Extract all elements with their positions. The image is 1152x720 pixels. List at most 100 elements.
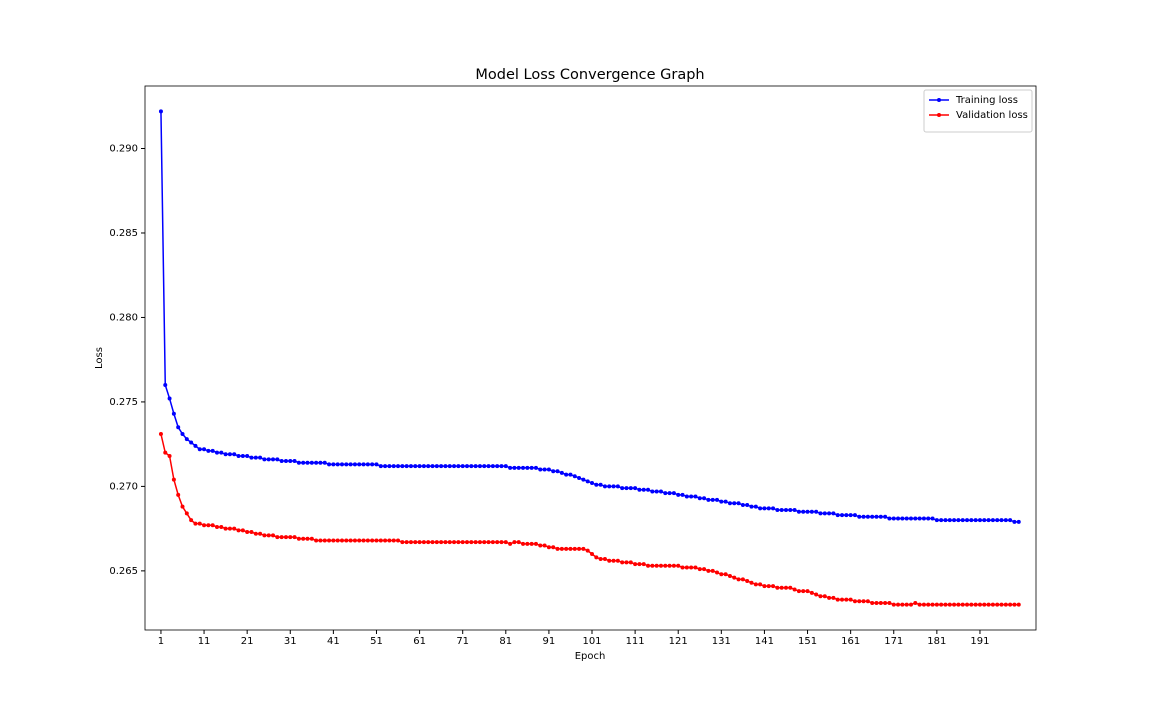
data-point — [529, 465, 534, 470]
data-point — [727, 573, 732, 578]
data-point — [439, 464, 444, 469]
data-point — [288, 535, 293, 540]
y-tick-label: 0.275 — [109, 397, 138, 408]
data-point — [180, 504, 185, 509]
data-point — [848, 597, 853, 602]
data-point — [633, 486, 638, 491]
data-point — [486, 540, 491, 545]
data-point — [404, 540, 409, 545]
data-point — [551, 469, 556, 474]
data-point — [499, 540, 504, 545]
data-point — [361, 462, 366, 467]
data-point — [865, 599, 870, 604]
data-point — [680, 492, 685, 497]
data-point — [753, 582, 758, 587]
data-point — [327, 462, 332, 467]
data-point — [202, 523, 207, 528]
data-point — [400, 464, 405, 469]
data-point — [206, 448, 211, 453]
data-point — [870, 600, 875, 605]
legend-marker — [937, 113, 941, 117]
data-point — [965, 518, 970, 523]
data-point — [749, 504, 754, 509]
data-point — [628, 486, 633, 491]
data-point — [697, 567, 702, 572]
data-point — [210, 523, 215, 528]
data-point — [352, 538, 357, 543]
data-point — [391, 538, 396, 543]
data-point — [456, 464, 461, 469]
data-point — [396, 538, 401, 543]
data-point — [646, 487, 651, 492]
data-point — [771, 506, 776, 511]
data-point — [430, 540, 435, 545]
data-point — [766, 584, 771, 589]
data-point — [443, 540, 448, 545]
data-point — [279, 535, 284, 540]
data-point — [318, 460, 323, 465]
data-point — [568, 546, 573, 551]
data-point — [292, 459, 297, 464]
x-tick-label: 171 — [884, 636, 903, 647]
data-point — [331, 462, 336, 467]
data-point — [577, 546, 582, 551]
data-point — [426, 464, 431, 469]
data-point — [516, 540, 521, 545]
data-point — [792, 508, 797, 513]
data-point — [538, 543, 543, 548]
data-point — [947, 518, 952, 523]
data-point — [641, 487, 646, 492]
data-point — [508, 465, 513, 470]
data-point — [417, 540, 422, 545]
data-point — [564, 472, 569, 477]
data-point — [930, 602, 935, 607]
data-point — [232, 526, 237, 531]
data-point — [417, 464, 422, 469]
data-point — [749, 580, 754, 585]
data-point — [883, 514, 888, 519]
data-point — [671, 563, 676, 568]
data-point — [176, 425, 181, 430]
data-point — [202, 447, 207, 452]
data-point — [197, 521, 202, 526]
data-point — [719, 499, 724, 504]
data-point — [206, 523, 211, 528]
data-point — [762, 584, 767, 589]
x-tick-label: 51 — [370, 636, 383, 647]
data-point — [779, 585, 784, 590]
data-point — [896, 516, 901, 521]
data-point — [908, 516, 913, 521]
data-point — [1012, 602, 1017, 607]
data-point — [538, 467, 543, 472]
data-point — [982, 518, 987, 523]
data-point — [934, 602, 939, 607]
y-axis-label: Loss — [94, 347, 105, 369]
x-tick-label: 141 — [755, 636, 774, 647]
data-point — [210, 448, 215, 453]
data-point — [702, 567, 707, 572]
data-point — [693, 565, 698, 570]
data-point — [249, 530, 254, 535]
data-point — [874, 514, 879, 519]
data-point — [503, 464, 508, 469]
data-point — [585, 548, 590, 553]
data-point — [262, 457, 267, 462]
data-point — [296, 536, 301, 541]
data-point — [348, 538, 353, 543]
data-point — [258, 455, 263, 460]
data-point — [374, 538, 379, 543]
data-point — [896, 602, 901, 607]
data-point — [167, 453, 172, 458]
data-point — [848, 513, 853, 518]
data-point — [960, 602, 965, 607]
data-point — [667, 563, 672, 568]
data-point — [870, 514, 875, 519]
y-tick-label: 0.285 — [109, 228, 138, 239]
data-point — [499, 464, 504, 469]
data-point — [370, 538, 375, 543]
data-point — [551, 545, 556, 550]
data-point — [378, 538, 383, 543]
data-point — [835, 597, 840, 602]
data-point — [301, 460, 306, 465]
data-point — [620, 560, 625, 565]
